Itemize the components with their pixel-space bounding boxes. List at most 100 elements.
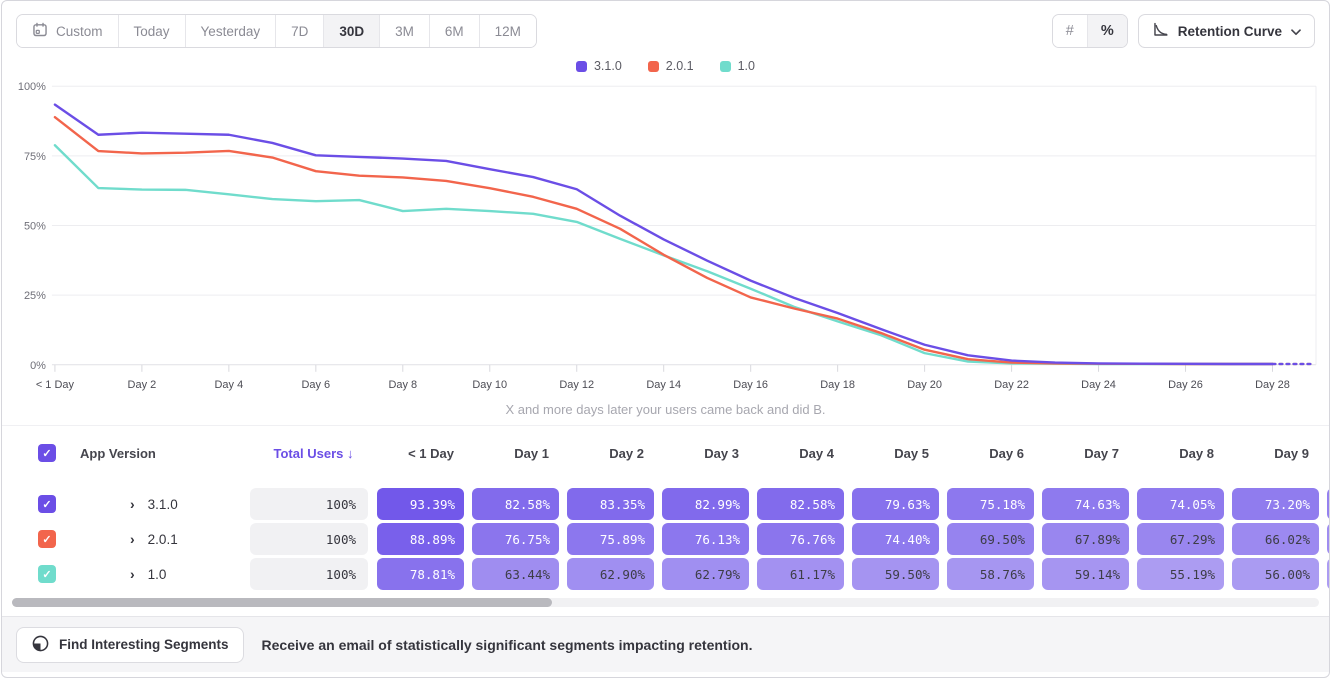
column-header-day-5[interactable]: Day 5	[894, 445, 929, 461]
x-tick-label: Day 12	[559, 379, 594, 391]
retention-cell-day-4[interactable]: 76.76%	[757, 523, 844, 555]
retention-table: ✓ App Version Total Users ↓ < 1 Day Day 1 Day…	[2, 425, 1329, 593]
column-header-total-users[interactable]: Total Users ↓	[273, 445, 354, 461]
row-name-cell: › 3.1.0	[80, 497, 250, 512]
select-all-checkbox[interactable]: ✓	[38, 444, 56, 462]
retention-cell-day-9[interactable]: 66.02%	[1232, 523, 1319, 555]
retention-cell-day-6[interactable]: 69.50%	[947, 523, 1034, 555]
table-header: ✓ App Version Total Users ↓ < 1 Day Day 1 Day…	[38, 434, 1329, 472]
expand-chevron[interactable]: ›	[130, 496, 135, 512]
x-tick-label: Day 4	[215, 379, 244, 391]
value-mode-absolute[interactable]: #	[1052, 15, 1087, 47]
y-tick-label: 0%	[30, 360, 46, 372]
column-header-day-1[interactable]: Day 1	[514, 445, 549, 461]
table-row-2.0.1: ✓ › 2.0.1 100% 88.89% 76.75% 75.89% 76.13% 76.76…	[38, 523, 1329, 555]
retention-cell-day-6[interactable]: 58.76%	[947, 558, 1034, 590]
range-label: Today	[133, 23, 170, 39]
legend-label: 3.1.0	[593, 59, 622, 73]
column-header-day-6[interactable]: Day 6	[989, 445, 1024, 461]
x-tick-label: Day 28	[1255, 379, 1290, 391]
expand-chevron[interactable]: ›	[130, 531, 135, 547]
range-12m[interactable]: 12M	[478, 15, 536, 47]
column-header-day-7[interactable]: Day 7	[1084, 445, 1119, 461]
retention-cell-day-1[interactable]: 63.44%	[472, 558, 559, 590]
retention-cell-day-8[interactable]: 74.05%	[1137, 488, 1224, 520]
legend-label: 1.0	[737, 59, 755, 73]
retention-cell-day-3[interactable]: 76.13%	[662, 523, 749, 555]
column-header-day-8[interactable]: Day 8	[1179, 445, 1214, 461]
range-today[interactable]: Today	[117, 15, 185, 47]
legend-item-1.0[interactable]: 1.0	[719, 59, 755, 73]
x-tick-label: Day 20	[907, 379, 942, 391]
legend-item-3.1.0[interactable]: 3.1.0	[575, 59, 622, 73]
find-segments-button[interactable]: Find Interesting Segments	[16, 626, 244, 663]
retention-cell-day-10[interactable]: 63.40%	[1327, 523, 1329, 555]
expand-chevron[interactable]: ›	[130, 566, 135, 582]
range-label: Yesterday	[200, 23, 261, 39]
retention-cell-day-0[interactable]: 88.89%	[377, 523, 464, 555]
row-checkbox-2.0.1[interactable]: ✓	[38, 530, 56, 548]
retention-cell-day-3[interactable]: 82.99%	[662, 488, 749, 520]
row-checkbox-3.1.0[interactable]: ✓	[38, 495, 56, 513]
retention-cell-day-3[interactable]: 62.79%	[662, 558, 749, 590]
column-header-day-0[interactable]: < 1 Day	[408, 445, 454, 461]
retention-cell-day-7[interactable]: 74.63%	[1042, 488, 1129, 520]
x-tick-label: < 1 Day	[36, 379, 75, 391]
retention-curve-icon	[1152, 21, 1169, 41]
footer-bar: Find Interesting Segments Receive an ema…	[2, 616, 1329, 672]
retention-cell-day-10[interactable]: 70.20%	[1327, 488, 1329, 520]
range-yesterday[interactable]: Yesterday	[184, 15, 276, 47]
range-custom[interactable]: Custom	[17, 15, 118, 47]
column-header-day-9[interactable]: Day 9	[1274, 445, 1309, 461]
total-users-cell: 100%	[250, 558, 377, 590]
retention-cell-day-5[interactable]: 79.63%	[852, 488, 939, 520]
value-mode-percent[interactable]: %	[1086, 15, 1127, 47]
retention-cell-day-8[interactable]: 55.19%	[1137, 558, 1224, 590]
legend-item-2.0.1[interactable]: 2.0.1	[647, 59, 694, 73]
retention-cell-day-7[interactable]: 59.14%	[1042, 558, 1129, 590]
retention-cell-day-2[interactable]: 75.89%	[567, 523, 654, 555]
retention-cell-day-0[interactable]: 78.81%	[377, 558, 464, 590]
retention-cell-day-6[interactable]: 75.18%	[947, 488, 1034, 520]
retention-cell-day-8[interactable]: 67.29%	[1137, 523, 1224, 555]
range-label: 7D	[291, 23, 309, 39]
column-header-day-3[interactable]: Day 3	[704, 445, 739, 461]
retention-chart: 100% 75% 50% 25% 0% < 1 Day Day 2 Day 4 Day 6 Day…	[18, 81, 1317, 391]
x-tick-label: Day 16	[733, 379, 768, 391]
row-checkbox-1.0[interactable]: ✓	[38, 565, 56, 583]
retention-cell-day-5[interactable]: 59.50%	[852, 558, 939, 590]
range-7d[interactable]: 7D	[275, 15, 324, 47]
retention-cell-day-7[interactable]: 67.89%	[1042, 523, 1129, 555]
scrollbar-thumb[interactable]	[12, 598, 552, 607]
range-30d[interactable]: 30D	[323, 15, 380, 47]
footer-message: Receive an email of statistically signif…	[261, 636, 753, 653]
retention-cell-day-0[interactable]: 93.39%	[377, 488, 464, 520]
retention-cell-day-9[interactable]: 73.20%	[1232, 488, 1319, 520]
retention-cell-day-10[interactable]: 55.20%	[1327, 558, 1329, 590]
retention-cell-day-2[interactable]: 62.90%	[567, 558, 654, 590]
retention-cell-day-1[interactable]: 76.75%	[472, 523, 559, 555]
toolbar: Custom Today Yesterday 7D 30D 3M 6M 12M #% Rete…	[2, 1, 1329, 55]
retention-cell-day-2[interactable]: 83.35%	[567, 488, 654, 520]
total-users-pill: 100%	[250, 488, 368, 520]
range-label: 12M	[494, 23, 521, 39]
chart-type-label: Retention Curve	[1177, 23, 1282, 39]
series-line-3.1.0	[53, 103, 1274, 366]
calendar-icon	[32, 22, 48, 41]
y-tick-label: 75%	[24, 151, 46, 163]
column-header-app-version[interactable]: App Version	[80, 445, 156, 461]
range-3m[interactable]: 3M	[379, 15, 429, 47]
retention-cell-day-4[interactable]: 82.58%	[757, 488, 844, 520]
column-header-day-4[interactable]: Day 4	[799, 445, 834, 461]
retention-cell-day-9[interactable]: 56.00%	[1232, 558, 1319, 590]
retention-cell-day-4[interactable]: 61.17%	[757, 558, 844, 590]
column-header-day-2[interactable]: Day 2	[609, 445, 644, 461]
y-tick-label: 50%	[24, 221, 46, 233]
range-6m[interactable]: 6M	[428, 15, 479, 47]
chart-section: 3.1.0 2.0.1 1.0 100% 75% 50% 25% 0% < 1 Day Day …	[2, 55, 1329, 425]
retention-cell-day-1[interactable]: 82.58%	[472, 488, 559, 520]
chart-type-dropdown[interactable]: Retention Curve	[1137, 14, 1315, 48]
table-row-3.1.0: ✓ › 3.1.0 100% 93.39% 82.58% 83.35% 82.99% 82.58…	[38, 488, 1329, 520]
horizontal-scrollbar[interactable]	[12, 598, 1319, 607]
retention-cell-day-5[interactable]: 74.40%	[852, 523, 939, 555]
